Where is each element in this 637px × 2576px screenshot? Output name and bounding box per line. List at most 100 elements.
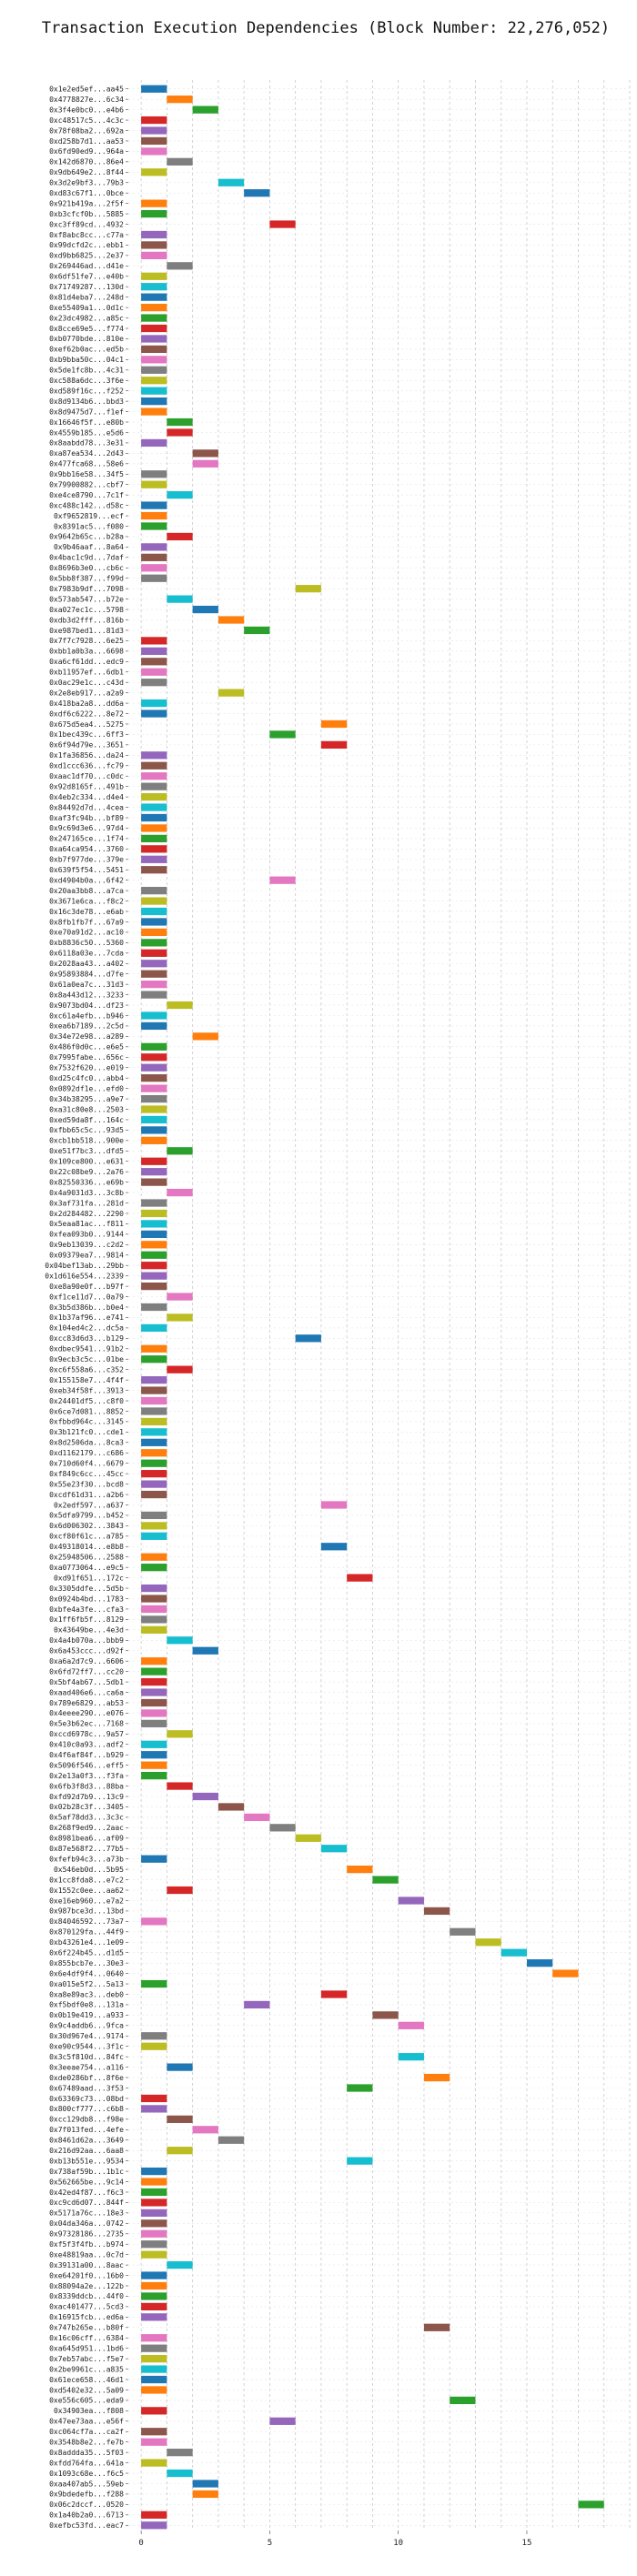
transaction-bar [141,637,167,645]
y-tick-label: 0x8d9134b6...bbd3 [49,397,124,406]
x-tick-label: 5 [268,2539,272,2548]
y-tick-label: 0x268f9ed9...2aac [49,1824,124,1832]
transaction-bar [141,679,167,687]
y-tick-label: 0xa0773064...e9c5 [49,1564,124,1572]
transaction-bar [320,1845,348,1853]
y-tick-label: 0x1cc8fda8...e7c2 [49,1876,124,1884]
y-tick-label: 0xac401477...5cd3 [49,2303,124,2311]
transaction-bar [167,2115,193,2123]
y-tick-label: 0xf5f3f4fb...b974 [49,2240,124,2249]
y-tick-label: 0xe4ce8790...7c1f [49,491,124,499]
chart-title: Transaction Execution Dependencies (Bloc… [42,19,610,37]
y-tick-label: 0x4eb2c334...d4e4 [49,793,124,801]
y-tick-label: 0x8d2506da...8ca3 [49,1439,124,1447]
transaction-bar [141,647,167,655]
y-tick-label: 0xd1162179...c686 [49,1449,124,1457]
y-tick-label: 0xd9bb6825...2e37 [49,252,124,260]
transaction-bar [141,345,167,354]
y-tick-label: 0xb3cfcf0b...5885 [49,210,124,218]
transaction-bar [141,1136,167,1144]
transaction-bar [347,2157,373,2165]
transaction-bar [141,1751,167,1759]
y-tick-label: 0x20aa3bb8...a7ca [49,887,124,895]
y-tick-label: 0x8339ddcb...44f0 [49,2292,124,2300]
y-tick-label: 0xe51f7bc3...dfd5 [49,1147,124,1155]
transaction-bar [141,230,167,239]
y-tick-label: 0x269446ad...d41e [49,262,124,270]
y-tick-label: 0x95893884...d7fe [49,971,124,979]
grid [128,80,631,2531]
y-tick-label: 0x747b265e...b80f [49,2324,124,2332]
y-tick-label: 0xb43261e4...1e09 [49,1938,124,1947]
transaction-bar [141,1625,167,1634]
transaction-bar [141,658,167,666]
y-tick-label: 0x24401df5...c8f0 [49,1397,124,1405]
transaction-bar [141,1282,167,1291]
transaction-bar [141,1595,167,1603]
y-tick-label: 0x104ed4c2...dc5a [49,1324,124,1333]
y-tick-label: 0x34903ea...f808 [54,2407,124,2415]
transaction-bar [141,293,167,301]
y-tick-label: 0x6f94d79e...3651 [49,741,124,750]
transaction-bar [141,2365,167,2373]
transaction-bar [192,2480,218,2488]
y-tick-label: 0xea6b7189...2c5d [49,1022,124,1031]
transaction-bar [141,314,167,322]
transaction-bar [141,1168,167,1176]
transaction-bar [141,1344,167,1353]
transaction-bar [398,1897,424,1905]
transaction-bar [141,751,167,760]
y-tick-label: 0x3f4e0bc0...e4b6 [49,106,124,114]
transaction-bar [450,2396,476,2405]
transaction-bar [167,1886,193,1895]
y-tick-label: 0x1e2ed5ef...aa45 [49,86,124,94]
y-tick-label: 0xf5bdf0e8...131a [49,2001,124,2009]
transaction-bar [141,2428,167,2436]
y-tick-label: 0x22c08be9...2a76 [49,1168,124,1176]
y-tick-label: 0x4559b185...e5d6 [49,428,124,437]
transaction-bar [141,1053,167,1062]
y-tick-label: 0xde0286bf...8f6e [49,2074,124,2082]
transaction-bar [141,939,167,947]
transaction-bar [269,1824,296,1832]
transaction-bar [141,438,167,448]
transaction-bar [141,1917,167,1926]
y-tick-label: 0x6df51fe7...e40b [49,273,124,281]
y-tick-label: 0xe55409a1...0d1c [49,304,124,312]
y-tick-label: 0x63369c73...08bd [49,2095,124,2103]
y-tick-label: 0x109ce800...e631 [49,1158,124,1166]
y-tick-label: 0xefbc53fd...eac7 [49,2521,124,2530]
y-tick-label: 0x738af59b...1b1c [49,2168,124,2176]
y-tick-label: 0x8461d62a...3649 [49,2137,124,2145]
transaction-bar [141,668,167,676]
transaction-bar [141,2521,167,2530]
y-tick-label: 0xc6f558a6...c352 [49,1365,124,1374]
y-tick-label: 0x8aabdd78...3e31 [49,439,124,448]
transaction-bar [141,136,167,146]
y-tick-label: 0x9eb13039...c2d2 [49,1241,124,1249]
y-tick-label: 0x34b38295...a9e7 [49,1095,124,1103]
transaction-bar [141,397,167,406]
transaction-bar [141,1178,167,1186]
transaction-bar [141,377,167,385]
y-tick-label: 0x710d60f4...6679 [49,1460,124,1468]
y-tick-label: 0x1552c0ee...aa62 [49,1887,124,1895]
y-tick-label: 0xa64ca954...3760 [49,845,124,853]
y-tick-label: 0x3eeae754...a116 [49,2063,124,2071]
y-tick-label: 0x1bec439c...6ff3 [49,730,124,739]
transaction-bar [141,1615,167,1624]
y-tick-label: 0x81d4eba7...248d [49,293,124,301]
y-tick-label: 0xc48517c5...4c3c [49,116,124,125]
y-tick-label: 0xd5402e32...5a09 [49,2386,124,2394]
y-tick-label: 0x2edf597...a637 [54,1501,124,1509]
transaction-bar [244,2000,270,2009]
y-tick-label: 0x7f7c7928...6e25 [49,637,124,645]
transaction-bar [167,2260,193,2269]
y-tick-label: 0xf1ce11d7...0a79 [49,1293,124,1301]
y-tick-label: 0x5171a76c...18e3 [49,2209,124,2218]
transaction-bar [167,491,193,499]
transaction-bar [141,772,167,780]
y-tick-label: 0x3af731fa...281d [49,1199,124,1207]
transaction-bar [141,2209,167,2217]
